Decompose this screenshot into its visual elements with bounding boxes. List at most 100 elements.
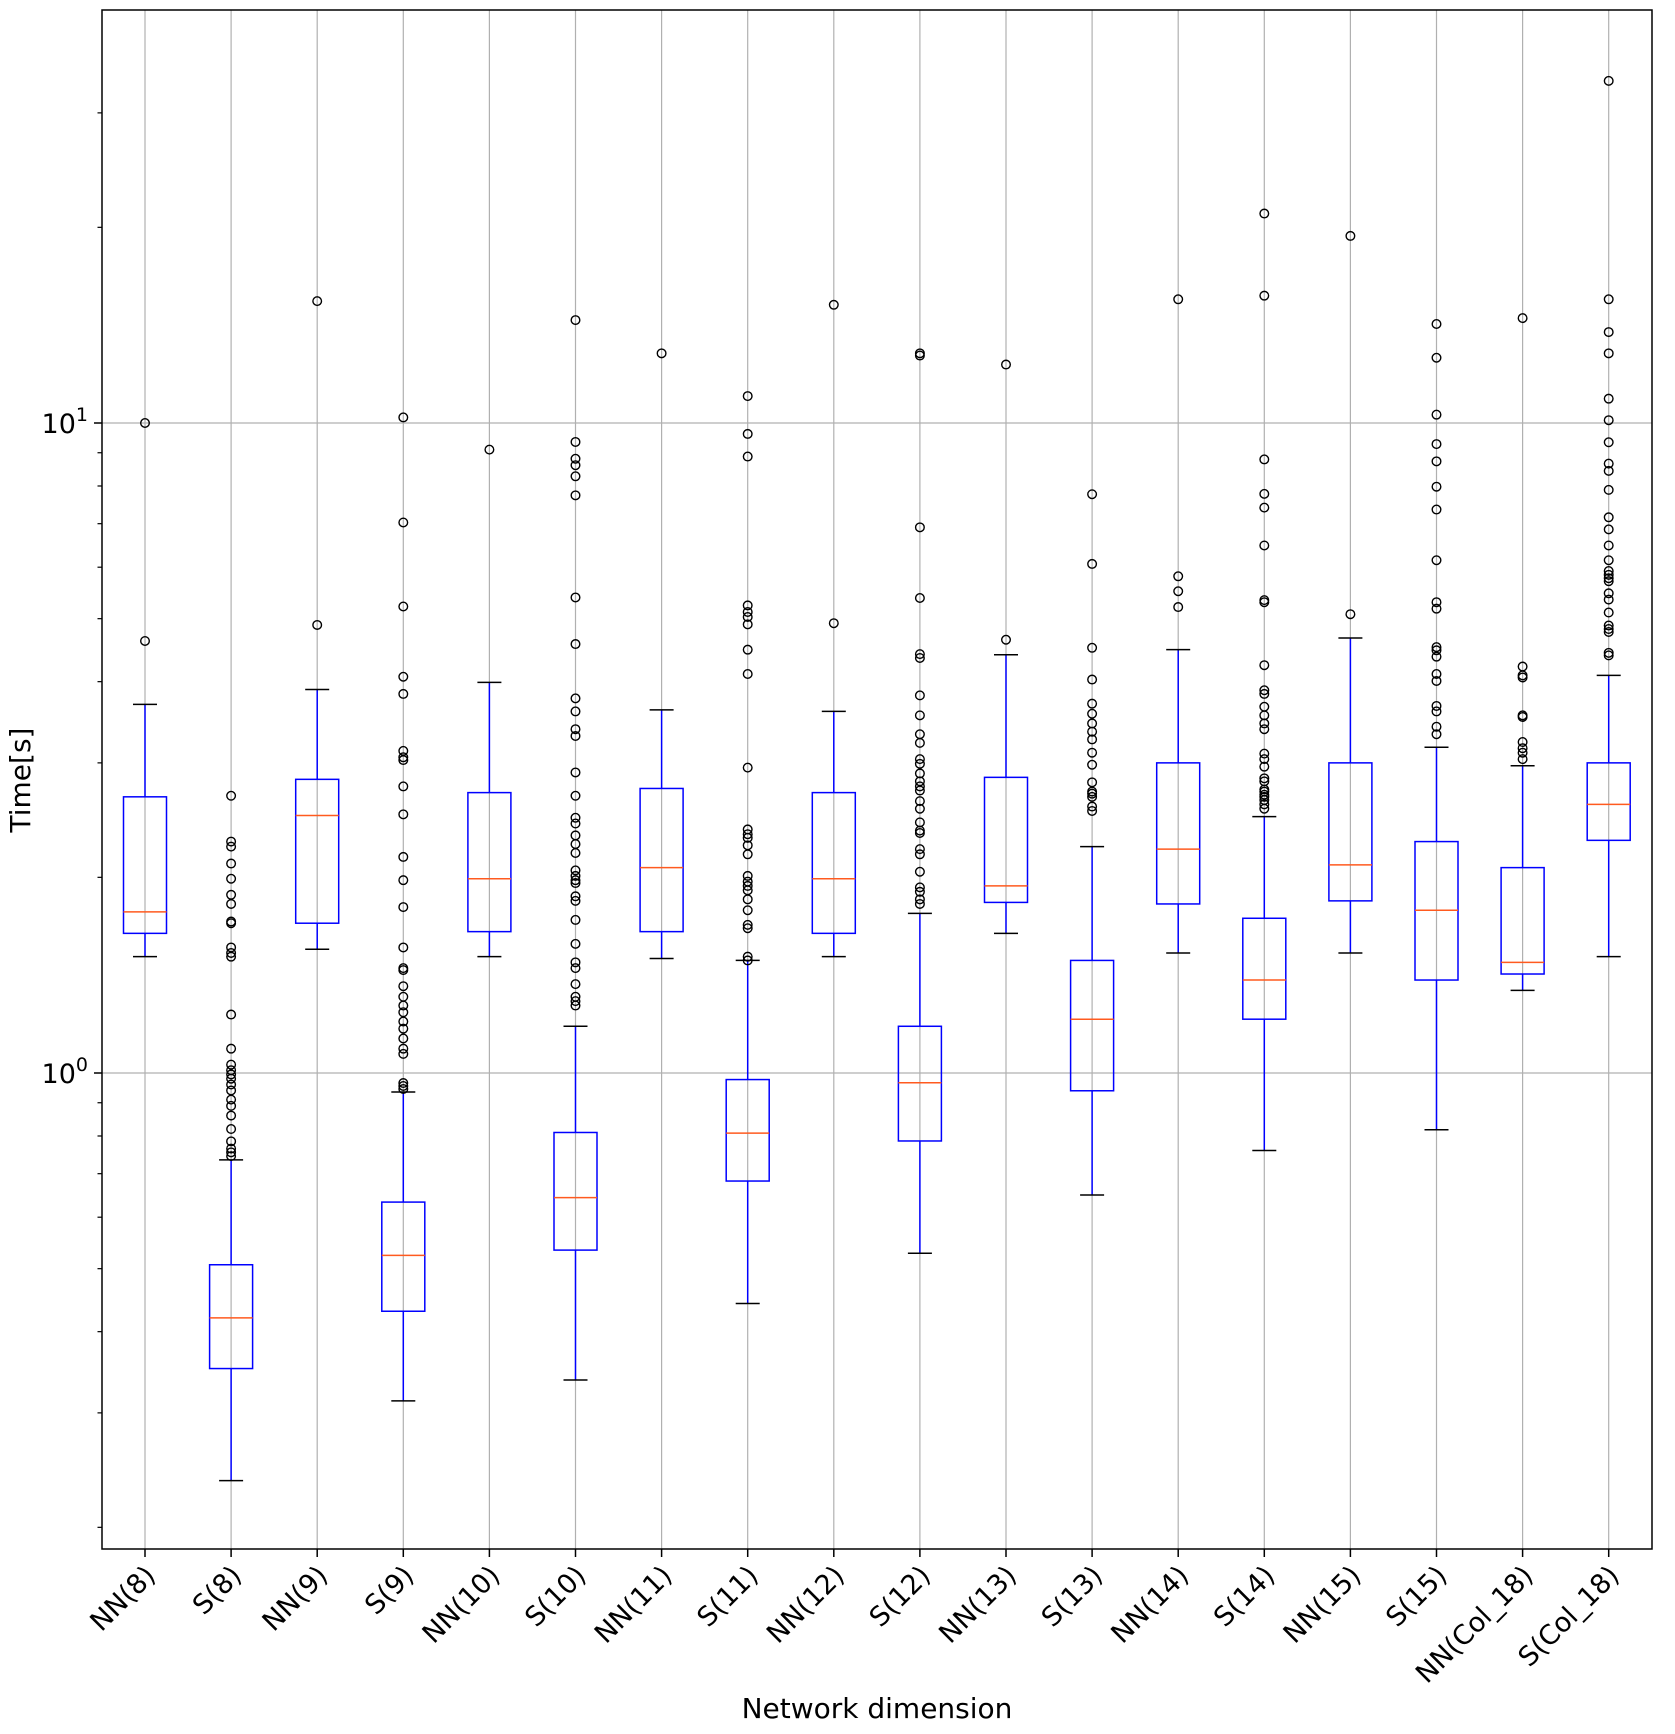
flier-point [914, 898, 925, 909]
flier-point [1259, 799, 1270, 810]
flier-point [742, 832, 753, 843]
flier-point [226, 1073, 237, 1084]
flier-point [226, 1079, 237, 1090]
box-iqr [1242, 917, 1287, 1020]
flier-point [398, 781, 409, 792]
x-tick-label: S(8) [187, 1560, 248, 1621]
flier-point [226, 858, 237, 869]
flier-point [1345, 609, 1356, 620]
box-group-NN(12) [811, 299, 857, 958]
flier-point [914, 758, 925, 769]
flier-point [1431, 700, 1442, 711]
flier-point [1345, 230, 1356, 241]
flier-point [1087, 734, 1098, 745]
flier-point [1087, 788, 1098, 799]
flier-point [226, 1059, 237, 1070]
flier-point [398, 1048, 409, 1059]
box-group-NN(13) [983, 359, 1029, 935]
y-tick-label: 100 [42, 1054, 88, 1090]
x-tick-label: S(15) [1380, 1560, 1453, 1633]
box-group-S(Col_18) [1586, 75, 1631, 958]
flier-point [570, 693, 581, 704]
box-iqr [811, 791, 857, 935]
flier-point [226, 1100, 237, 1111]
flier-point [398, 755, 409, 766]
flier-point [914, 781, 925, 792]
flier-point [1259, 488, 1270, 499]
flier-point [742, 880, 753, 891]
box-group-S(9) [381, 412, 426, 1402]
box-group-S(15) [1414, 319, 1459, 1131]
flier-point [1173, 571, 1184, 582]
box-iqr [553, 1131, 598, 1251]
flier-point [226, 1147, 237, 1158]
flier-point [1517, 747, 1528, 758]
flier-point [914, 522, 925, 533]
flier-point [226, 1069, 237, 1080]
flier-point [226, 841, 237, 852]
flier-point [570, 996, 581, 1007]
flier-point [1603, 594, 1614, 605]
flier-point [398, 688, 409, 699]
x-tick-label: NN(15) [1278, 1560, 1368, 1650]
flier-point [398, 1016, 409, 1027]
flier-point [570, 1000, 581, 1011]
flier-point [1259, 502, 1270, 513]
flier-point [1259, 791, 1270, 802]
flier-point [1517, 743, 1528, 754]
flier-point [742, 600, 753, 611]
flier-point [1431, 729, 1442, 740]
flier-point [656, 348, 667, 359]
flier-point [914, 796, 925, 807]
flier-point [1517, 754, 1528, 765]
box-iqr [1586, 762, 1631, 842]
flier-point [1431, 642, 1442, 653]
flier-point [1259, 718, 1270, 729]
flier-point [1259, 597, 1270, 608]
flier-point [570, 453, 581, 464]
flier-point [914, 803, 925, 814]
flier-point [226, 1009, 237, 1020]
box-group-NN(14) [1155, 294, 1201, 954]
flier-point [914, 737, 925, 748]
flier-point [742, 870, 753, 881]
flier-point [828, 618, 839, 629]
flier-point [1603, 555, 1614, 566]
box-group-NN(9) [294, 296, 340, 951]
box-group-S(11) [725, 391, 770, 1305]
flier-point [226, 1043, 237, 1054]
flier-point [742, 849, 753, 860]
flier-point [226, 898, 237, 909]
box-group-NN(11) [639, 348, 684, 960]
box-group-S(8) [208, 790, 254, 1482]
flier-point [1603, 75, 1614, 86]
flier-point [1259, 208, 1270, 219]
flier-point [570, 865, 581, 876]
flier-point [1603, 573, 1614, 584]
flier-point [398, 1023, 409, 1034]
flier-point [226, 951, 237, 962]
flier-point [1431, 481, 1442, 492]
flier-point [1431, 706, 1442, 717]
flier-point [742, 955, 753, 966]
flier-point [1603, 540, 1614, 551]
flier-point [1603, 415, 1614, 426]
flier-point [1517, 672, 1528, 683]
flier-point [742, 391, 753, 402]
plot-frame [101, 9, 1653, 1550]
flier-point [1259, 803, 1270, 814]
flier-point [1431, 555, 1442, 566]
flier-point [742, 669, 753, 680]
box-group-NN(10) [467, 444, 512, 958]
flier-point [226, 790, 237, 801]
flier-point [1603, 437, 1614, 448]
flier-point [1087, 698, 1098, 709]
flier-point [570, 878, 581, 889]
flier-point [1259, 748, 1270, 759]
flier-point [1431, 409, 1442, 420]
flier-point [914, 882, 925, 893]
flier-point [1603, 327, 1614, 338]
flier-point [1087, 805, 1098, 816]
flier-point [1431, 651, 1442, 662]
flier-point [1087, 791, 1098, 802]
